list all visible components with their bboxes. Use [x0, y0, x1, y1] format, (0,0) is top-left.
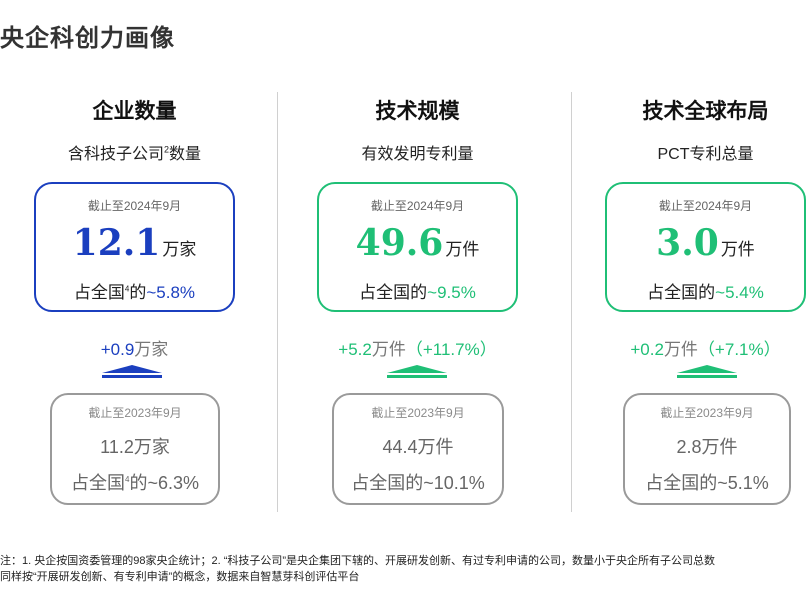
- column-subtitle: 含科技子公司2数量: [67, 144, 202, 163]
- current-share: 占全国4的~5.8%: [73, 283, 196, 302]
- current-unit: 万家: [162, 240, 197, 259]
- growth-indicator: +0.2万件（+7.1%）: [630, 340, 781, 359]
- previous-value: 44.4万件: [382, 437, 454, 457]
- previous-value: 2.8万件: [676, 437, 738, 457]
- previous-share: 占全国的~5.1%: [645, 473, 769, 493]
- previous-share: 占全国的~10.1%: [351, 473, 485, 493]
- previous-share: 占全国4的~6.3%: [71, 473, 199, 493]
- current-value-line: 49.6 万件: [319, 222, 516, 264]
- column-subtitle: PCT专利总量: [657, 146, 754, 163]
- up-arrow-icon: [387, 365, 447, 378]
- current-unit: 万件: [445, 240, 480, 259]
- column-divider: [571, 92, 572, 512]
- current-date: 截止至2024年9月: [87, 199, 182, 213]
- up-arrow-icon: [677, 365, 737, 378]
- column-enterprise-count: 企业数量 含科技子公司2数量 截止至2024年9月 12.1 万家 占全国4的~5…: [34, 95, 264, 515]
- previous-period-card: 截止至2023年9月 11.2万家 占全国4的~6.3%: [50, 393, 220, 505]
- current-value-line: 12.1 万家: [36, 222, 233, 264]
- current-unit: 万件: [720, 240, 755, 259]
- current-value-line: 3.0 万件: [607, 222, 804, 264]
- current-date: 截止至2024年9月: [658, 199, 753, 213]
- previous-period-card: 截止至2023年9月 44.4万件 占全国的~10.1%: [332, 393, 504, 505]
- column-divider: [277, 92, 278, 512]
- footnote-line-2: 同样按“开展研发创新、有专利申请”的概念，数据来自智慧芽科创评估平台: [0, 571, 360, 583]
- column-title: 技术全球布局: [642, 100, 769, 123]
- growth-indicator: +5.2万件（+11.7%）: [338, 340, 497, 359]
- current-share: 占全国的~9.5%: [359, 283, 476, 302]
- footnote: 注：1. 央企按国资委管理的98家央企统计；2. “科技子公司”是央企集团下辖的…: [0, 553, 809, 585]
- current-date: 截止至2024年9月: [370, 199, 465, 213]
- column-title: 技术规模: [375, 100, 460, 123]
- previous-date: 截止至2023年9月: [660, 406, 754, 420]
- previous-value: 11.2万家: [100, 437, 170, 457]
- column-title: 企业数量: [92, 100, 177, 123]
- current-value: 49.6: [355, 222, 444, 264]
- current-value: 3.0: [656, 222, 719, 264]
- previous-period-card: 截止至2023年9月 2.8万件 占全国的~5.1%: [623, 393, 791, 505]
- current-period-card: 截止至2024年9月 12.1 万家 占全国4的~5.8%: [34, 182, 235, 312]
- column-tech-scale: 技术规模 有效发明专利量 截止至2024年9月 49.6 万件 占全国的~9.5%…: [317, 95, 547, 515]
- growth-indicator: +0.9万家: [100, 340, 169, 359]
- current-value: 12.1: [72, 222, 161, 264]
- current-period-card: 截止至2024年9月 49.6 万件 占全国的~9.5%: [317, 182, 518, 312]
- page-title: 央企科创力画像: [0, 25, 175, 52]
- previous-date: 截止至2023年9月: [88, 406, 182, 420]
- previous-date: 截止至2023年9月: [371, 406, 465, 420]
- current-share: 占全国的~5.4%: [647, 283, 764, 302]
- column-global-layout: 技术全球布局 PCT专利总量 截止至2024年9月 3.0 万件 占全国的~5.4…: [605, 95, 809, 515]
- footnote-line-1: 注：1. 央企按国资委管理的98家央企统计；2. “科技子公司”是央企集团下辖的…: [0, 555, 716, 567]
- column-subtitle: 有效发明专利量: [361, 146, 474, 163]
- up-arrow-icon: [102, 365, 162, 378]
- current-period-card: 截止至2024年9月 3.0 万件 占全国的~5.4%: [605, 182, 806, 312]
